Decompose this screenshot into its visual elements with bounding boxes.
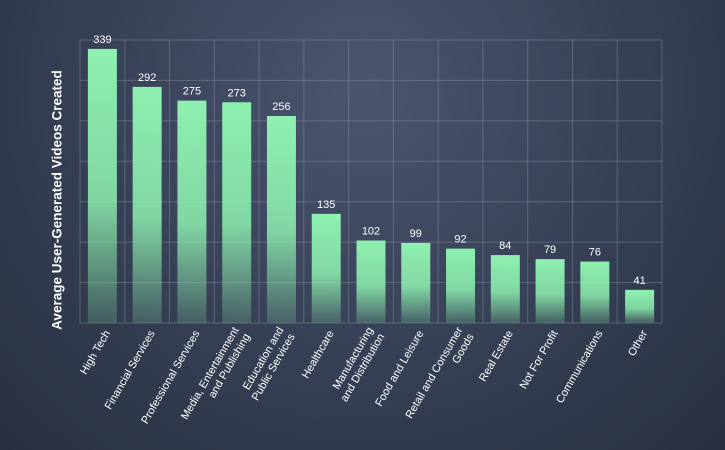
- bar-value-label: 79: [544, 244, 556, 256]
- bar-value-label: 339: [93, 34, 111, 46]
- category-tick-label: Real Estate: [477, 329, 516, 384]
- bar: [490, 255, 520, 323]
- bar: [356, 240, 386, 323]
- bar-value-label: 84: [499, 240, 511, 252]
- category-tick-label: Other: [626, 328, 650, 358]
- bar: [222, 102, 252, 323]
- category-tick-label: Communications: [554, 328, 606, 405]
- bar-value-label: 99: [410, 228, 422, 240]
- bar-value-label: 41: [633, 275, 645, 287]
- bar: [580, 261, 610, 323]
- bar: [266, 116, 296, 324]
- bar: [401, 242, 431, 323]
- bar-value-label: 92: [454, 234, 466, 246]
- category-tick-label: High Tech: [78, 329, 113, 377]
- bar: [535, 259, 565, 323]
- bar-value-label: 135: [317, 199, 335, 211]
- bar: [625, 289, 655, 323]
- category-tick-label: Financial Services: [103, 328, 158, 412]
- category-tick-label: Healthcare: [300, 329, 337, 381]
- bar: [446, 248, 476, 323]
- bar: [132, 86, 162, 323]
- bar-value-label: 275: [183, 86, 201, 98]
- bar: [177, 100, 207, 324]
- bar-value-label: 256: [272, 101, 290, 113]
- bar-value-label: 76: [589, 247, 601, 259]
- bar: [87, 48, 117, 323]
- bar-value-label: 273: [228, 87, 246, 99]
- bar-value-label: 292: [138, 72, 156, 84]
- bar-value-label: 102: [362, 226, 380, 238]
- category-tick-label: Not For Profit: [518, 329, 561, 392]
- bar: [311, 213, 341, 323]
